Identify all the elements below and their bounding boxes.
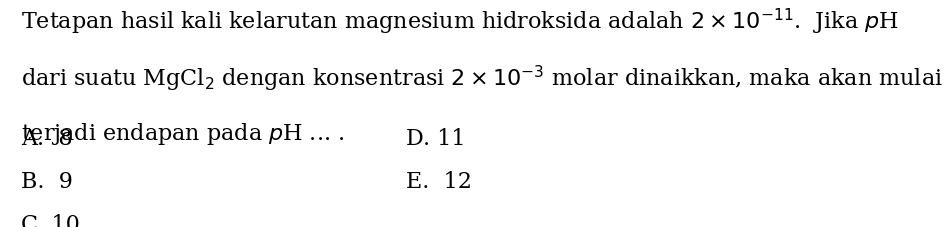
Text: D. 11: D. 11 <box>406 127 465 149</box>
Text: Tetapan hasil kali kelarutan magnesium hidroksida adalah $2 \times 10^{-11}$.  J: Tetapan hasil kali kelarutan magnesium h… <box>21 7 898 37</box>
Text: dari suatu MgCl$_2$ dengan konsentrasi $2 \times 10^{-3}$ molar dinaikkan, maka : dari suatu MgCl$_2$ dengan konsentrasi $… <box>21 64 941 94</box>
Text: B.  9: B. 9 <box>21 170 73 192</box>
Text: A.  8: A. 8 <box>21 127 73 149</box>
Text: E.  12: E. 12 <box>406 170 472 192</box>
Text: terjadi endapan pada $p$H ... .: terjadi endapan pada $p$H ... . <box>21 120 344 146</box>
Text: C. 10: C. 10 <box>21 213 79 227</box>
